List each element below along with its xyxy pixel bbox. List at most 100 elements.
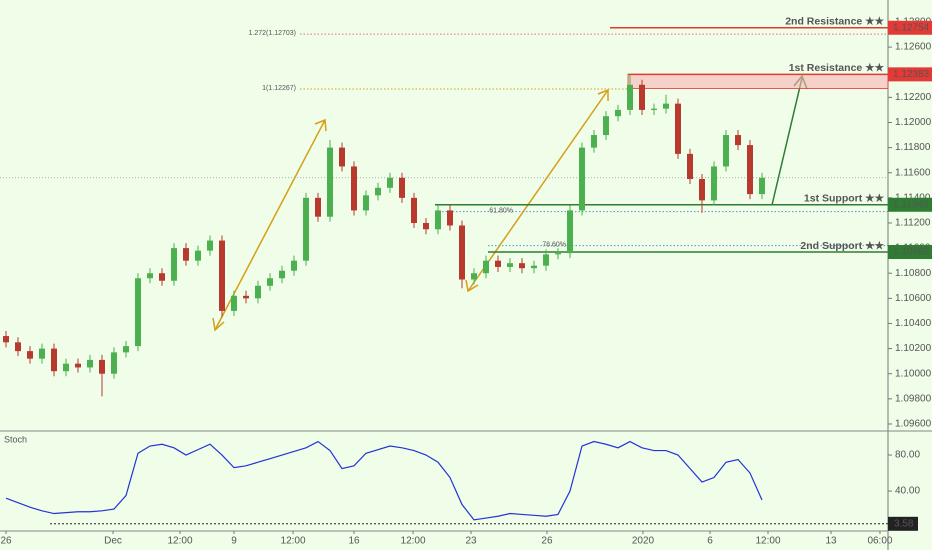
candle-body xyxy=(351,166,357,211)
candle-body xyxy=(543,254,549,266)
candle-body xyxy=(627,84,633,110)
price-badge-label: 1.12383 xyxy=(893,69,930,80)
indicator-title: Stoch xyxy=(4,434,27,444)
y-tick-label: 1.10000 xyxy=(895,368,932,379)
y-tick-label: 40.00 xyxy=(895,486,920,497)
x-tick-label: 26 xyxy=(0,536,12,547)
price-badge-label: 1.11345 xyxy=(893,199,929,210)
candle-body xyxy=(399,177,405,198)
candle-body xyxy=(699,179,705,201)
stoch-line xyxy=(5,440,763,521)
x-tick-label: Dec xyxy=(104,536,122,547)
arrow-head xyxy=(212,317,225,332)
candle-body xyxy=(375,187,381,196)
candle-body xyxy=(675,103,681,154)
candle-body xyxy=(471,273,477,280)
candle-body xyxy=(111,352,117,374)
y-tick-label: 1.11200 xyxy=(895,218,931,229)
y-tick-label: 1.10200 xyxy=(895,343,932,354)
candle-body xyxy=(99,359,105,374)
y-tick-label: 1.12200 xyxy=(895,92,932,103)
candle-body xyxy=(15,342,21,352)
x-tick-label: 23 xyxy=(465,536,477,547)
x-tick-label: 6 xyxy=(707,536,713,547)
candle-body xyxy=(267,278,273,286)
x-tick-label: 26 xyxy=(541,536,553,547)
candle-body xyxy=(327,147,333,217)
candle-body xyxy=(39,348,45,359)
candle-body xyxy=(663,103,669,109)
arrow-head xyxy=(597,88,609,101)
candle-body xyxy=(447,210,453,226)
candle-body xyxy=(27,351,33,359)
fib-label: 61.80% xyxy=(489,208,513,215)
arrow xyxy=(467,89,609,292)
candle-body xyxy=(291,260,297,271)
candle-body xyxy=(531,265,537,269)
price-badge xyxy=(888,20,932,35)
price-badge-label: 1.12754 xyxy=(893,22,930,33)
candle-body xyxy=(459,225,465,280)
y-tick-label: 1.11600 xyxy=(895,167,931,178)
candle-body xyxy=(387,177,393,188)
candle-body xyxy=(579,147,585,211)
min-level-label: 3.58 xyxy=(894,518,914,529)
candle-body xyxy=(3,336,9,343)
candle-body xyxy=(219,240,225,311)
candle-body xyxy=(639,84,645,110)
candle-body xyxy=(315,197,321,217)
y-tick-label: 1.09600 xyxy=(895,419,932,430)
x-tick-label: 12:00 xyxy=(755,536,780,547)
candle-body xyxy=(495,260,501,267)
candle-body xyxy=(591,135,597,148)
price-badge xyxy=(888,244,932,259)
level-label: 1st Support ★★ xyxy=(804,193,885,205)
candle-body xyxy=(363,195,369,211)
x-tick-label: 12:00 xyxy=(401,536,426,547)
candle-body xyxy=(411,197,417,223)
candle-body xyxy=(63,363,69,372)
candle-body xyxy=(231,295,237,311)
y-tick-label: 1.10400 xyxy=(895,318,932,329)
fib-label: 1.272(1.12703) xyxy=(249,30,296,37)
level-label: 1st Resistance ★★ xyxy=(789,62,885,74)
candle-body xyxy=(747,145,753,195)
arrow xyxy=(771,77,803,206)
arrow-head xyxy=(465,279,479,293)
candle-body xyxy=(519,263,525,269)
x-tick-label: 06:00 xyxy=(867,536,892,547)
candle-body xyxy=(303,197,309,261)
price-badge xyxy=(888,67,932,82)
candle-body xyxy=(147,273,153,279)
candle-body xyxy=(75,363,81,368)
min-level-badge xyxy=(888,516,918,531)
candle-body xyxy=(615,109,621,117)
candle-body xyxy=(735,135,741,146)
level-label: 2nd Resistance ★★ xyxy=(785,16,884,28)
level-label: 2nd Support ★★ xyxy=(800,240,884,252)
candle-body xyxy=(255,285,261,299)
candle-body xyxy=(567,210,573,254)
candle-body xyxy=(507,263,513,267)
candle-body xyxy=(483,260,489,274)
fib-label: 1(1.12267) xyxy=(262,85,296,92)
fib-label: 78.60% xyxy=(542,241,566,248)
candle-body xyxy=(87,359,93,368)
x-tick-label: 13 xyxy=(825,536,837,547)
x-tick-label: 16 xyxy=(348,536,360,547)
candle-body xyxy=(423,222,429,230)
candle-body xyxy=(711,166,717,201)
candle-body xyxy=(183,248,189,261)
candle-body xyxy=(123,346,129,353)
candle-body xyxy=(555,253,561,255)
arrow xyxy=(214,119,326,331)
x-tick-label: 12:00 xyxy=(281,536,306,547)
resistance-zone xyxy=(627,73,889,89)
y-tick-label: 1.12600 xyxy=(895,42,932,53)
x-tick-label: 12:00 xyxy=(167,536,192,547)
candle-body xyxy=(207,240,213,251)
candle-body xyxy=(435,210,441,230)
candle-body xyxy=(51,348,57,372)
candle-body xyxy=(339,147,345,167)
candle-body xyxy=(603,116,609,136)
